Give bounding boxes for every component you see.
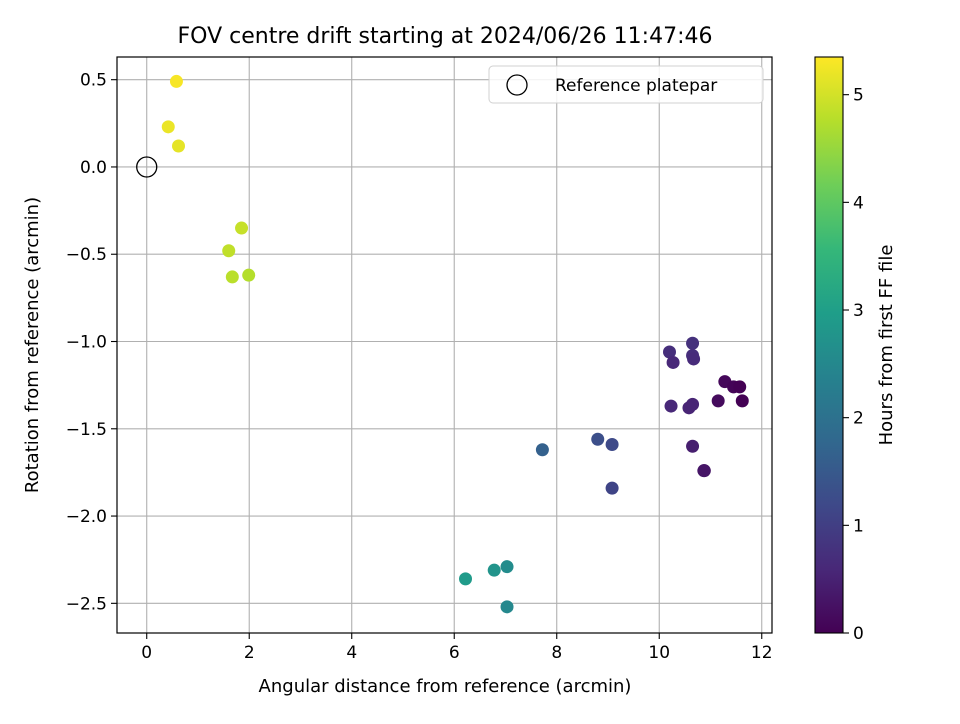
y-tick-label: −1.5 [66,420,107,440]
grid-lines [117,57,772,633]
scatter-point [222,244,236,258]
scatter-point [605,437,619,451]
axis-ticks: 0 2 4 6 8 10 12 0.5 0.0 −0.5 −1.0 −1.5 −2.0 −2.5 [66,71,773,663]
x-tick-label: 2 [244,643,255,663]
chart-title: FOV centre drift starting at 2024/06/26 … [178,24,713,49]
legend: Reference platepar [488,65,764,104]
colorbar-tick-label: 4 [853,193,864,213]
scatter-point [225,270,239,284]
scatter-point [500,560,514,574]
scatter-point [664,399,678,413]
colorbar-tick-label: 1 [853,516,864,536]
colorbar-tick-label: 2 [853,409,864,429]
scatter-point [459,572,473,586]
x-tick-label: 0 [141,643,152,663]
scatter-point [687,352,701,366]
legend-marker-open-circle [506,74,528,96]
scatter-point [242,268,256,282]
x-tick-label: 12 [751,643,773,663]
scatter-point [735,394,749,408]
reference-platepar-marker [136,156,158,178]
scatter-point [535,443,549,457]
colorbar-label: Hours from first FF file [876,245,897,446]
x-axis-label: Angular distance from reference (arcmin) [259,676,632,697]
scatter-point [666,355,680,369]
plot-frame [116,56,773,634]
colorbar-tick-label: 5 [853,86,864,106]
colorbar-gradient [814,56,844,634]
x-tick-label: 4 [346,643,357,663]
scatter-point [161,120,175,134]
y-axis-label: Rotation from reference (arcmin) [22,197,43,493]
scatter-point [662,345,676,359]
scatter-point [686,439,700,453]
legend-label: Reference platepar [555,76,717,96]
x-tick-label: 6 [449,643,460,663]
scatter-point [591,432,605,446]
legend-box [488,65,764,104]
scatter-point [711,394,725,408]
scatter-points [136,74,749,614]
x-tick-label: 8 [551,643,562,663]
colorbar-tick-label: 0 [853,624,864,644]
scatter-point [605,481,619,495]
scatter-point [235,221,249,235]
scatter-point [487,563,501,577]
y-tick-label: 0.0 [80,158,107,178]
colorbar-tick-label: 3 [853,301,864,321]
x-tick-label: 10 [648,643,670,663]
scatter-point [500,600,514,614]
y-tick-label: −0.5 [66,245,107,265]
y-tick-label: 0.5 [80,71,107,91]
scatter-point [697,464,711,478]
scatter-point [682,401,696,415]
scatter-point [733,380,747,394]
scatter-point [169,74,183,88]
y-tick-label: −2.5 [66,594,107,614]
y-tick-label: −1.0 [66,333,107,353]
colorbar: 0 1 2 3 4 5 [814,56,864,644]
scatter-point [686,336,700,350]
scatter-point [172,139,186,153]
y-tick-label: −2.0 [66,507,107,527]
